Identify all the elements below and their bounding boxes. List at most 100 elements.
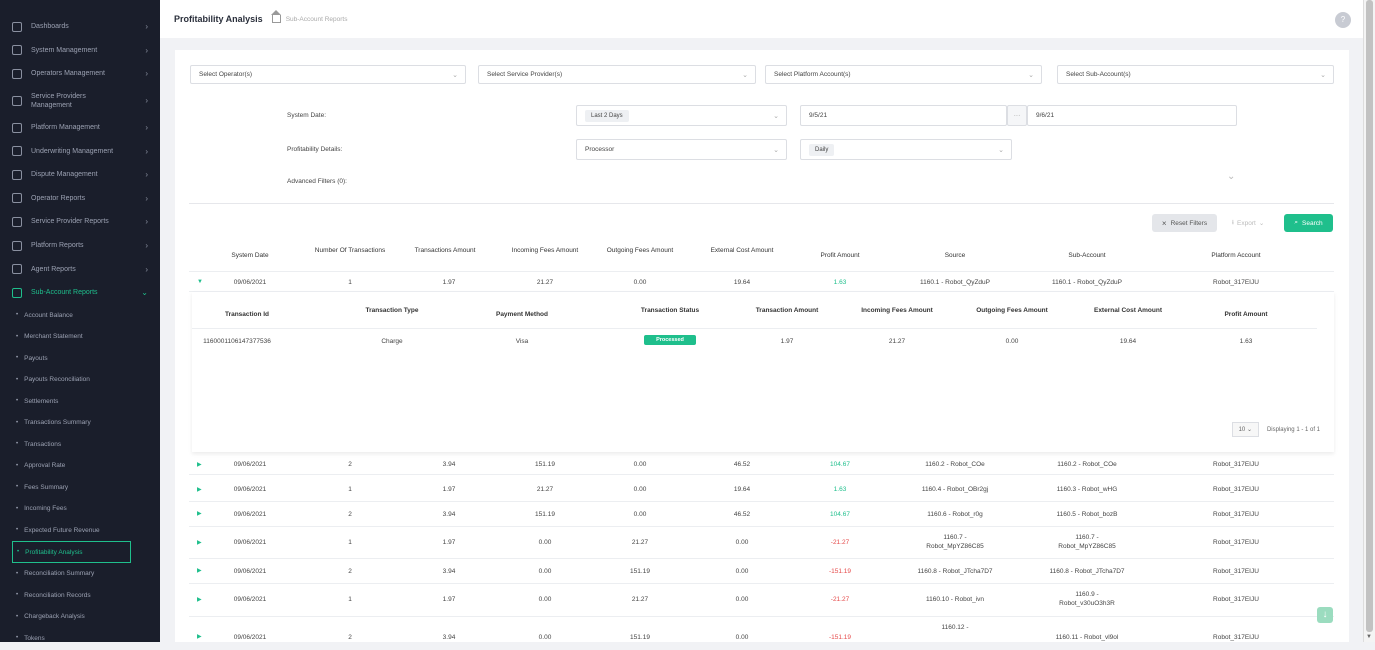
- date-from-input[interactable]: 9/5/21: [800, 105, 1007, 126]
- sidebar-item-system-management[interactable]: System Management ›: [0, 39, 160, 63]
- arrow-down-icon: ↓: [1322, 609, 1328, 620]
- detail-header-outgoing-fees[interactable]: Outgoing Fees Amount: [976, 307, 1048, 314]
- table-row[interactable]: ▶ 09/06/2021 2 3.94 151.19 0.00 46.52 10…: [189, 502, 1334, 527]
- sidebar-item-label: Platform Management: [31, 124, 100, 132]
- chevron-down-icon: ⌄: [1028, 71, 1034, 79]
- sidebar-subitem-payouts-reconciliation[interactable]: Payouts Reconciliation: [0, 369, 160, 391]
- expand-row-icon[interactable]: ▶: [197, 487, 202, 493]
- sidebar-subitem-merchant-statement[interactable]: Merchant Statement: [0, 326, 160, 348]
- detail-header-transaction-amount[interactable]: Transaction Amount: [755, 307, 819, 314]
- search-button[interactable]: ⌕ Search: [1284, 214, 1333, 232]
- sidebar-subitem-reconciliation-summary[interactable]: Reconciliation Summary: [0, 563, 160, 585]
- detail-header-transaction-id[interactable]: Transaction Id: [224, 311, 270, 318]
- sidebar-subitem-payouts[interactable]: Payouts: [0, 348, 160, 370]
- table-row[interactable]: ▶ 09/06/2021 2 3.94 0.00 151.19 0.00 -15…: [189, 559, 1334, 584]
- cell-platform: Robot_317EIJU: [1213, 634, 1259, 641]
- cell-amount: 1.97: [442, 596, 456, 603]
- detail-header-transaction-type[interactable]: Transaction Type: [365, 307, 419, 314]
- detail-header-incoming-fees[interactable]: Incoming Fees Amount: [861, 307, 933, 314]
- expand-row-icon[interactable]: ▶: [197, 634, 202, 640]
- sidebar-item-agent-reports[interactable]: Agent Reports ›: [0, 257, 160, 281]
- detail-header-external-cost[interactable]: External Cost Amount: [1093, 307, 1162, 314]
- sidebar-subitem-expected-future-revenue[interactable]: Expected Future Revenue: [0, 520, 160, 542]
- transaction-detail-panel: Transaction Id Transaction Type Payment …: [192, 292, 1334, 452]
- cell-source: 1160.10 - Robot_ivn: [925, 596, 985, 603]
- sidebar-item-platform-reports[interactable]: Platform Reports ›: [0, 234, 160, 258]
- sidebar-subitem-profitability-analysis[interactable]: Profitability Analysis: [12, 541, 131, 564]
- system-date-range-select[interactable]: Last 2 Days ⌄: [576, 105, 787, 126]
- expand-row-icon[interactable]: ▶: [197, 597, 202, 603]
- sidebar-subitem-account-balance[interactable]: Account Balance: [0, 305, 160, 327]
- period-select[interactable]: Daily ⌄: [800, 139, 1012, 160]
- expand-row-icon[interactable]: ▶: [197, 462, 202, 468]
- detail-header-profit-amount[interactable]: Profit Amount: [1224, 311, 1268, 318]
- sidebar-subitem-reconciliation-records[interactable]: Reconciliation Records: [0, 585, 160, 607]
- sidebar-item-operators-management[interactable]: Operators Management ›: [0, 62, 160, 86]
- table-row[interactable]: ▶ 09/06/2021 1 1.97 0.00 21.27 0.00 -21.…: [189, 527, 1334, 559]
- sidebar-subitem-approval-rate[interactable]: Approval Rate: [0, 455, 160, 477]
- system-date-label: System Date:: [287, 112, 327, 119]
- detail-cell-incoming: 21.27: [888, 338, 906, 345]
- detail-header-transaction-status[interactable]: Transaction Status: [640, 307, 700, 314]
- sidebar-subitem-chargeback-analysis[interactable]: Chargeback Analysis: [0, 606, 160, 628]
- cell-outgoing: 21.27: [631, 596, 649, 603]
- service-provider-select[interactable]: Select Service Provider(s) ⌄: [478, 65, 756, 84]
- column-header-transactions-amount[interactable]: Transactions Amount: [414, 247, 476, 254]
- page-size-select[interactable]: 10 ⌄: [1231, 422, 1259, 437]
- column-header-source[interactable]: Source: [944, 252, 966, 259]
- sidebar-subitem-incoming-fees[interactable]: Incoming Fees: [0, 498, 160, 520]
- column-header-profit-amount[interactable]: Profit Amount: [820, 252, 860, 259]
- operator-select[interactable]: Select Operator(s) ⌄: [190, 65, 466, 84]
- date-to-input[interactable]: 9/6/21: [1027, 105, 1237, 126]
- cell-profit: -21.27: [830, 539, 850, 546]
- breadcrumb[interactable]: Sub-Account Reports: [285, 15, 348, 23]
- sidebar-item-platform-management[interactable]: Platform Management ›: [0, 116, 160, 140]
- sub-account-select[interactable]: Select Sub-Account(s) ⌄: [1057, 65, 1334, 84]
- cell-profit: 1.63: [833, 279, 847, 286]
- expand-row-icon[interactable]: ▶: [197, 568, 202, 574]
- table-row[interactable]: ▶ 09/06/2021 1 1.97 21.27 0.00 19.64 1.6…: [189, 478, 1334, 502]
- table-row[interactable]: ▶ 09/06/2021 1 1.97 0.00 21.27 0.00 -21.…: [189, 584, 1334, 617]
- sidebar-item-dispute-management[interactable]: Dispute Management ›: [0, 163, 160, 187]
- table-row[interactable]: ▶ 09/06/2021 2 3.94 151.19 0.00 46.52 10…: [189, 454, 1334, 475]
- sidebar-item-operator-reports[interactable]: Operator Reports ›: [0, 187, 160, 211]
- cell-profit: 104.67: [830, 511, 850, 518]
- scroll-to-top-button[interactable]: ↓: [1317, 607, 1333, 623]
- sidebar-item-sub-account-reports[interactable]: Sub-Account Reports ⌄: [0, 281, 160, 305]
- help-icon[interactable]: ?: [1335, 12, 1351, 28]
- column-header-incoming-fees-amount[interactable]: Incoming Fees Amount: [511, 247, 579, 254]
- reset-filters-button[interactable]: × Reset Filters: [1152, 214, 1217, 232]
- page-scrollbar[interactable]: ▼: [1363, 0, 1375, 642]
- sidebar-item-label: Underwriting Management: [31, 147, 114, 155]
- sidebar-subitem-fees-summary[interactable]: Fees Summary: [0, 477, 160, 499]
- collapse-row-icon[interactable]: ▼: [197, 279, 203, 285]
- platform-account-select[interactable]: Select Platform Account(s) ⌄: [765, 65, 1042, 84]
- column-header-outgoing-fees-amount[interactable]: Outgoing Fees Amount: [606, 247, 674, 254]
- export-button[interactable]: ⭳ Export ⌄: [1222, 214, 1274, 232]
- scrollbar-thumb[interactable]: [1366, 0, 1373, 632]
- expand-row-icon[interactable]: ▶: [197, 540, 202, 546]
- table-row[interactable]: ▼ 09/06/2021 1 1.97 21.27 0.00 19.64 1.6…: [189, 271, 1334, 292]
- table-row[interactable]: ▶ 09/06/2021 2 3.94 0.00 151.19 0.00 -15…: [189, 617, 1334, 650]
- advanced-filters-label[interactable]: Advanced Filters (0):: [287, 178, 347, 185]
- sidebar-item-service-providers-management[interactable]: Service Providers Management ›: [0, 86, 160, 116]
- sidebar-subitem-tokens[interactable]: Tokens: [0, 628, 160, 642]
- scroll-down-icon[interactable]: ▼: [1366, 634, 1372, 640]
- sidebar-subitem-settlements[interactable]: Settlements: [0, 391, 160, 413]
- profitability-select[interactable]: Processor ⌄: [576, 139, 787, 160]
- column-header-number-of-transactions[interactable]: Number Of Transactions: [314, 247, 386, 254]
- column-header-external-cost-amount[interactable]: External Cost Amount: [710, 247, 774, 254]
- sidebar-item-underwriting-management[interactable]: Underwriting Management ›: [0, 139, 160, 163]
- detail-header-payment-method[interactable]: Payment Method: [495, 311, 548, 318]
- column-header-system-date[interactable]: System Date: [231, 252, 269, 259]
- expand-row-icon[interactable]: ▶: [197, 511, 202, 517]
- column-header-sub-account[interactable]: Sub-Account: [1068, 252, 1106, 259]
- export-label: Export: [1237, 219, 1256, 227]
- column-header-platform-account[interactable]: Platform Account: [1211, 252, 1261, 259]
- sidebar-item-dashboards[interactable]: Dashboards ›: [0, 15, 160, 39]
- advanced-filters-chevron-icon[interactable]: ⌄: [1227, 171, 1236, 182]
- sidebar-subitem-transactions-summary[interactable]: Transactions Summary: [0, 412, 160, 434]
- sidebar-item-service-provider-reports[interactable]: Service Provider Reports ›: [0, 210, 160, 234]
- home-icon[interactable]: [270, 10, 281, 23]
- sidebar-subitem-transactions[interactable]: Transactions: [0, 434, 160, 456]
